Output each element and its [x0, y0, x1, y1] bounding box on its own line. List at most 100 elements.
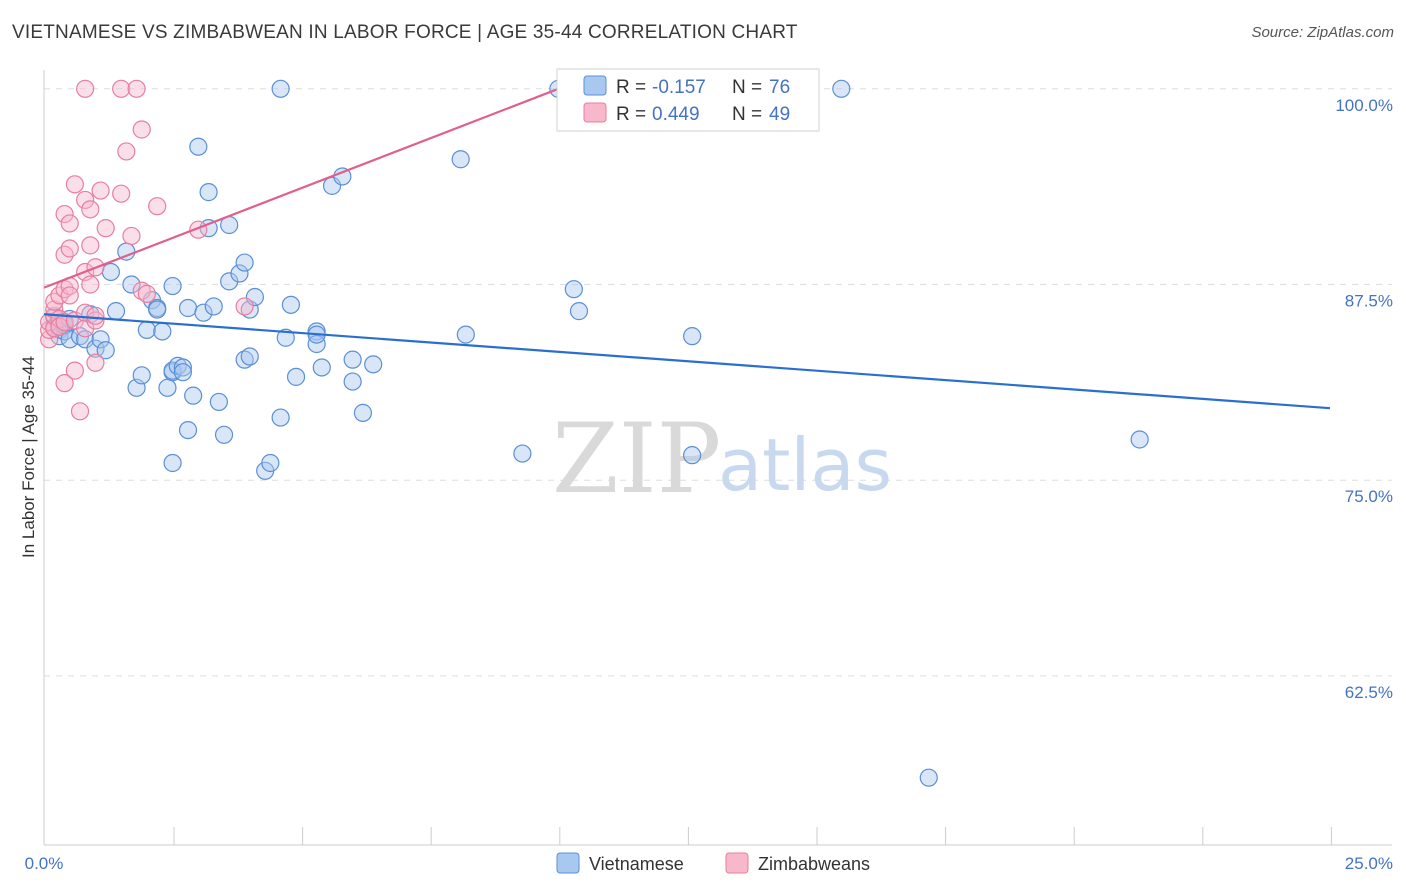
- point-zimbabweans: [132, 120, 151, 139]
- point-zimbabweans: [137, 284, 156, 303]
- point-vietnamese: [214, 425, 234, 444]
- point-vietnamese: [271, 408, 290, 427]
- point-vietnamese: [101, 262, 120, 282]
- legend-n-value-pink: 49: [769, 104, 790, 125]
- series-legend-label-zimbabweans: Zimbabweans: [758, 854, 870, 874]
- point-zimbabweans: [96, 219, 115, 238]
- point-vietnamese: [173, 358, 192, 377]
- trend-layer: [43, 87, 1331, 410]
- point-zimbabweans: [148, 197, 167, 216]
- point-vietnamese: [456, 325, 475, 344]
- point-vietnamese: [194, 303, 213, 322]
- point-vietnamese: [832, 79, 851, 98]
- point-vietnamese: [569, 302, 589, 321]
- series-legend-label-vietnamese: Vietnamese: [589, 854, 684, 874]
- point-vietnamese: [240, 347, 259, 366]
- point-zimbabweans: [65, 361, 84, 380]
- point-zimbabweans: [86, 311, 105, 330]
- series-legend: Vietnamese Zimbabweans: [556, 852, 870, 874]
- point-vietnamese: [178, 298, 198, 318]
- point-vietnamese: [261, 453, 280, 473]
- point-vietnamese: [513, 444, 532, 463]
- point-vietnamese: [312, 358, 331, 377]
- legend-r-value-blue: -0.157: [652, 77, 706, 98]
- y-tick-label: 62.5%: [1345, 683, 1393, 702]
- point-vietnamese: [209, 392, 228, 412]
- point-vietnamese: [148, 300, 167, 319]
- point-vietnamese: [451, 150, 470, 169]
- trendline-zimbabweans: [43, 87, 559, 289]
- point-vietnamese: [106, 302, 126, 321]
- source-label: Source: ZipAtlas.com: [1251, 24, 1394, 41]
- legend-r-label-pink: R =: [616, 104, 646, 125]
- series-legend-swatch-zimbabweans: [725, 852, 749, 874]
- legend-n-label-blue: N =: [732, 77, 762, 98]
- point-vietnamese: [132, 366, 151, 385]
- point-vietnamese: [60, 330, 79, 349]
- grid-layer: [44, 88, 1392, 677]
- point-vietnamese: [122, 275, 141, 294]
- trendline-vietnamese: [43, 313, 1331, 410]
- series-legend-swatch-vietnamese: [556, 852, 580, 874]
- point-zimbabweans: [81, 275, 100, 294]
- watermark: ZIP atlas: [552, 403, 892, 515]
- point-vietnamese: [230, 264, 249, 283]
- point-vietnamese: [919, 768, 938, 787]
- point-vietnamese: [178, 421, 198, 440]
- point-zimbabweans: [91, 181, 110, 200]
- point-zimbabweans: [76, 190, 95, 210]
- point-vietnamese: [91, 330, 110, 349]
- point-vietnamese: [137, 320, 156, 339]
- point-vietnamese: [343, 350, 362, 369]
- point-vietnamese: [281, 295, 301, 314]
- point-vietnamese: [286, 367, 306, 386]
- y-tick-label: 87.5%: [1345, 291, 1393, 310]
- x-tick-label: 25.0%: [1345, 854, 1393, 873]
- x-tick-label: 0.0%: [25, 854, 64, 873]
- legend-r-label-blue: R =: [616, 77, 646, 98]
- legend-r-value-pink: 0.449: [652, 104, 700, 125]
- point-vietnamese: [683, 327, 702, 346]
- point-zimbabweans: [60, 239, 79, 258]
- point-zimbabweans: [86, 353, 105, 372]
- point-vietnamese: [353, 403, 373, 422]
- point-zimbabweans: [65, 175, 84, 194]
- point-vietnamese: [364, 355, 383, 374]
- legend-n-value-blue: 76: [769, 77, 790, 98]
- y-tick-label: 75.0%: [1345, 487, 1393, 506]
- point-vietnamese: [235, 350, 254, 369]
- point-zimbabweans: [55, 204, 74, 224]
- point-vietnamese: [276, 328, 295, 347]
- point-vietnamese: [163, 276, 182, 296]
- watermark-atlas: atlas: [718, 423, 892, 507]
- point-vietnamese: [96, 341, 115, 360]
- point-vietnamese: [184, 386, 203, 405]
- point-vietnamese: [1130, 430, 1149, 449]
- point-vietnamese: [153, 322, 172, 341]
- point-zimbabweans: [86, 306, 105, 325]
- legend-swatch-pink: [583, 102, 607, 123]
- point-vietnamese: [173, 363, 192, 382]
- point-vietnamese: [189, 137, 208, 156]
- point-zimbabweans: [76, 79, 95, 98]
- point-zimbabweans: [60, 214, 79, 233]
- y-axis-label: In Labor Force | Age 35-44: [19, 356, 38, 558]
- point-zimbabweans: [81, 236, 100, 255]
- legend-n-label-pink: N =: [732, 104, 762, 125]
- point-vietnamese: [271, 79, 290, 98]
- point-zimbabweans: [117, 142, 136, 161]
- point-vietnamese: [163, 453, 182, 473]
- point-vietnamese: [204, 297, 223, 316]
- point-zimbabweans: [235, 297, 254, 316]
- point-vietnamese: [307, 334, 326, 354]
- point-zimbabweans: [132, 281, 151, 300]
- point-zimbabweans: [70, 402, 90, 421]
- point-vietnamese: [564, 280, 583, 299]
- watermark-zip: ZIP: [552, 403, 721, 515]
- point-zimbabweans: [112, 79, 131, 98]
- point-vietnamese: [683, 446, 702, 465]
- chart-title: VIETNAMESE VS ZIMBABWEAN IN LABOR FORCE …: [12, 22, 798, 43]
- point-zimbabweans: [60, 286, 79, 305]
- point-vietnamese: [199, 183, 218, 202]
- y-tick-label: 100.0%: [1335, 96, 1393, 115]
